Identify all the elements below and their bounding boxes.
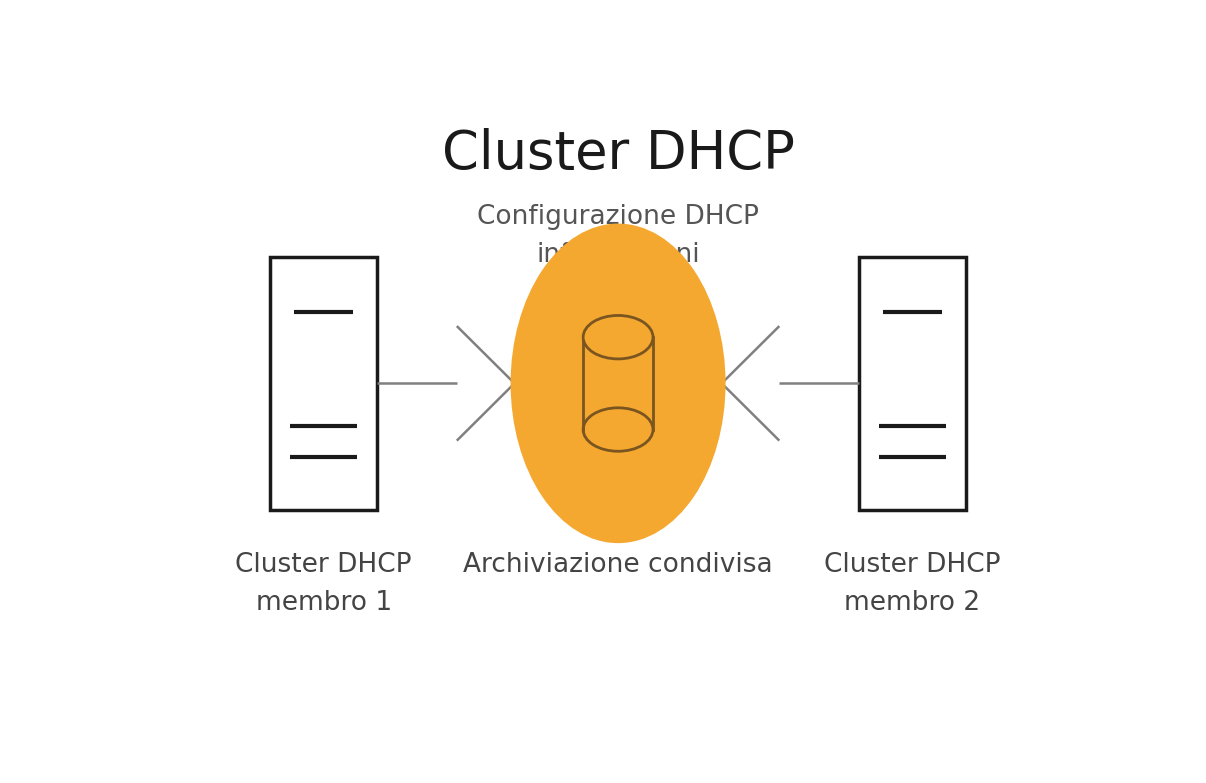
- Text: Cluster DHCP
membro 2: Cluster DHCP membro 2: [824, 552, 1001, 616]
- Bar: [270, 257, 377, 510]
- Bar: [584, 337, 652, 430]
- Ellipse shape: [584, 408, 652, 451]
- Ellipse shape: [584, 316, 652, 359]
- Text: Cluster DHCP: Cluster DHCP: [441, 128, 795, 180]
- Text: Cluster DHCP
membro 1: Cluster DHCP membro 1: [235, 552, 412, 616]
- Text: Configurazione DHCP
informazioni: Configurazione DHCP informazioni: [478, 204, 759, 268]
- Bar: [859, 257, 966, 510]
- Ellipse shape: [510, 224, 726, 543]
- Text: Archiviazione condivisa: Archiviazione condivisa: [463, 552, 773, 578]
